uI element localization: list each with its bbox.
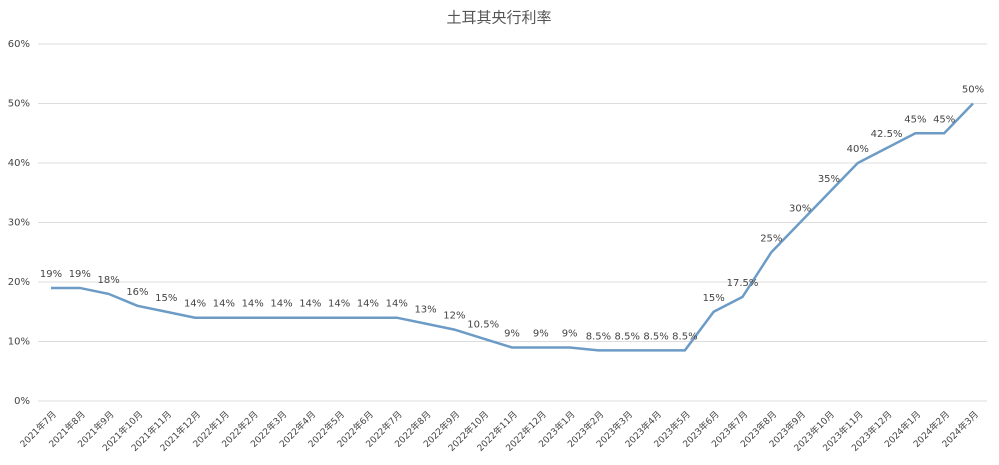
- data-label: 18%: [98, 275, 120, 286]
- data-label: 8.5%: [615, 331, 640, 342]
- data-label: 9%: [533, 328, 549, 339]
- data-label: 8.5%: [586, 331, 611, 342]
- data-label: 14%: [213, 299, 235, 310]
- data-label: 8.5%: [672, 331, 697, 342]
- data-label: 17.5%: [727, 278, 759, 289]
- data-label: 14%: [357, 299, 379, 310]
- data-label: 45%: [933, 114, 955, 125]
- data-label: 25%: [760, 233, 782, 244]
- data-label: 14%: [270, 299, 292, 310]
- data-label: 14%: [184, 299, 206, 310]
- y-tick-label: 0%: [14, 396, 30, 407]
- data-label: 13%: [414, 305, 436, 316]
- data-label: 35%: [818, 174, 840, 185]
- data-label: 50%: [962, 85, 984, 96]
- data-label: 12%: [443, 311, 465, 322]
- data-label: 14%: [328, 299, 350, 310]
- y-tick-label: 10%: [8, 337, 30, 348]
- data-label: 14%: [386, 299, 408, 310]
- data-label: 9%: [504, 328, 520, 339]
- data-label: 19%: [40, 269, 62, 280]
- data-label: 8.5%: [643, 331, 668, 342]
- data-label: 14%: [242, 299, 264, 310]
- data-label: 9%: [562, 328, 578, 339]
- data-label: 16%: [126, 287, 148, 298]
- data-label: 14%: [299, 299, 321, 310]
- line: [51, 102, 974, 352]
- y-tick-label: 40%: [8, 158, 30, 169]
- y-tick-label: 20%: [8, 277, 30, 288]
- data-label: 10.5%: [467, 320, 499, 331]
- data-label: 15%: [155, 293, 177, 304]
- data-label: 30%: [789, 204, 811, 215]
- chart-title: 土耳其央行利率: [446, 9, 551, 27]
- data-label: 15%: [703, 293, 725, 304]
- y-tick-label: 30%: [8, 218, 30, 229]
- y-tick-label: 60%: [8, 39, 30, 50]
- y-tick-label: 50%: [8, 99, 30, 110]
- data-label: 42.5%: [871, 129, 903, 140]
- data-label: 45%: [904, 114, 926, 125]
- data-label: 19%: [69, 269, 91, 280]
- data-label: 40%: [847, 144, 869, 155]
